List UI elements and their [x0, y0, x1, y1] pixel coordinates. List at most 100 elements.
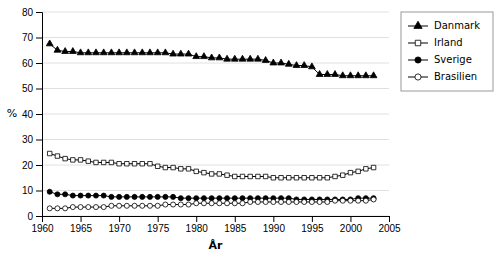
marker [101, 160, 105, 164]
marker [278, 59, 285, 65]
marker [240, 174, 244, 178]
marker [78, 205, 83, 210]
marks [46, 40, 377, 211]
tick: 1965 [70, 216, 93, 234]
marker [147, 194, 152, 199]
tick-mark [36, 12, 42, 13]
marker [155, 194, 160, 199]
marker [47, 206, 52, 211]
marker [371, 197, 376, 202]
marker [186, 202, 191, 207]
legend-marker [414, 21, 422, 28]
marker [163, 194, 168, 199]
tick-label: 1975 [147, 223, 170, 234]
marker [217, 201, 222, 206]
marker [309, 199, 314, 204]
marker [93, 205, 98, 210]
tick-mark [36, 114, 42, 115]
marker [108, 49, 115, 55]
marker [185, 50, 192, 56]
marker [247, 55, 254, 61]
marker [308, 63, 315, 69]
marker [302, 176, 306, 180]
marker [46, 40, 53, 46]
marker [255, 199, 260, 204]
marker [132, 194, 137, 199]
grid-line [42, 37, 389, 38]
tick-label: 1965 [70, 223, 93, 234]
marker [163, 165, 167, 169]
marker [55, 192, 60, 197]
x-axis: 1960196519701975198019851990199520002005 [31, 216, 401, 234]
marker [193, 53, 200, 59]
legend-marker [415, 74, 421, 80]
y-axis: 01020304050607080 [22, 7, 43, 222]
tick: 20 [22, 160, 42, 171]
marker [271, 199, 276, 204]
marker [332, 198, 337, 203]
marker [340, 198, 345, 203]
marker [47, 189, 52, 194]
marker [225, 196, 230, 201]
marker [132, 203, 137, 208]
marker [101, 205, 106, 210]
marker [325, 176, 329, 180]
marker [171, 202, 176, 207]
tick: 1985 [224, 216, 247, 234]
marker [370, 72, 377, 78]
marker [62, 48, 69, 54]
marker [232, 196, 237, 201]
tick: 1990 [263, 216, 286, 234]
marker [363, 198, 368, 203]
tick-label: 0 [27, 211, 33, 222]
marker [147, 49, 154, 55]
marker [124, 194, 129, 199]
marker [231, 55, 238, 61]
marker [55, 154, 59, 158]
marker [78, 158, 82, 162]
axis-line [36, 13, 43, 217]
marker [248, 199, 253, 204]
legend-entry: Sverige [408, 54, 472, 65]
tick: 40 [22, 109, 42, 120]
marker [248, 174, 252, 178]
marker [239, 55, 246, 61]
marker [132, 161, 136, 165]
marker [131, 49, 138, 55]
plot: 1960196519701975198019851990199520002005… [22, 7, 401, 234]
legend-entry: Brasilien [408, 71, 477, 82]
marker [279, 199, 284, 204]
marker [332, 71, 339, 77]
tick-label: 1970 [108, 223, 131, 234]
tick-label: 40 [22, 109, 34, 120]
marker [194, 201, 199, 206]
marker [123, 49, 130, 55]
marker [178, 196, 183, 201]
tick-label: 2000 [340, 223, 363, 234]
tick-mark [36, 216, 42, 217]
y-axis-title: % [7, 107, 17, 120]
marker [355, 72, 362, 78]
marker [262, 57, 269, 63]
series [47, 197, 376, 211]
tick: 30 [22, 134, 42, 145]
grid-line [42, 139, 389, 140]
marker [170, 50, 177, 56]
line [50, 154, 374, 178]
marker [286, 199, 291, 204]
marker [371, 165, 375, 169]
marker [101, 193, 106, 198]
marker [208, 54, 215, 60]
series [47, 151, 375, 180]
marker [316, 71, 323, 77]
marker [339, 72, 346, 78]
tick: 1995 [301, 216, 324, 234]
tick-label: 1995 [301, 223, 324, 234]
tick-mark [119, 216, 120, 222]
tick-label: 50 [22, 83, 34, 94]
tick: 2000 [340, 216, 363, 234]
marker [362, 72, 369, 78]
marker [162, 49, 169, 55]
marker [71, 158, 75, 162]
marker [171, 194, 176, 199]
